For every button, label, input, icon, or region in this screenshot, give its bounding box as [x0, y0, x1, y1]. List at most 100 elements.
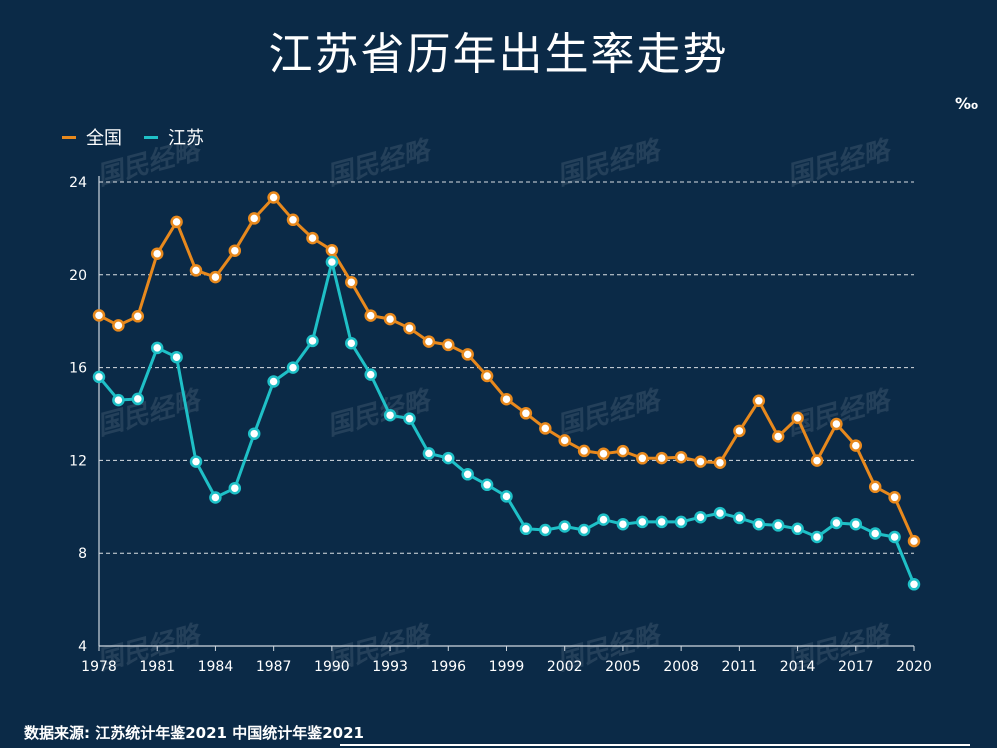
data-point-national [92, 309, 106, 322]
data-point-jiangsu [131, 392, 145, 406]
data-point-jiangsu [480, 478, 494, 492]
x-tick-label: 1987 [256, 659, 292, 675]
data-point-national [752, 394, 766, 408]
data-point-national [286, 213, 300, 227]
data-point-national [616, 444, 630, 458]
watermark-text: 国民经略 [784, 135, 896, 192]
data-point-jiangsu [325, 255, 339, 269]
y-tick-label: 8 [78, 546, 87, 562]
x-tick-label: 1999 [489, 659, 525, 675]
data-point-jiangsu [539, 523, 552, 537]
legend-item-jiangsu: 江苏 [144, 124, 204, 150]
data-point-jiangsu [888, 530, 901, 544]
data-point-jiangsu [849, 517, 863, 531]
x-tick-label: 2005 [605, 659, 641, 675]
data-point-jiangsu [422, 447, 436, 460]
unit-label: ‰ [955, 94, 979, 113]
data-point-national [500, 392, 513, 406]
data-point-jiangsu [655, 515, 668, 529]
data-point-jiangsu [209, 491, 222, 504]
x-tick-label: 1984 [198, 659, 234, 675]
data-point-jiangsu [500, 490, 513, 503]
data-point-jiangsu [907, 578, 921, 591]
x-tick-label: 2017 [838, 659, 874, 675]
data-point-national [364, 309, 377, 322]
data-point-national [189, 264, 203, 277]
data-point-national [597, 447, 610, 460]
data-point-jiangsu [92, 370, 106, 384]
data-point-national [868, 480, 882, 494]
legend-label-national: 全国 [86, 128, 122, 149]
footer-divider [340, 744, 970, 746]
data-point-national [403, 321, 416, 335]
watermark-text: 国民经略 [554, 385, 666, 442]
data-point-jiangsu [247, 427, 261, 440]
watermark-text: 国民经略 [94, 135, 206, 192]
data-point-national [306, 231, 319, 245]
series-line-national [98, 196, 916, 542]
x-tick-label: 2002 [547, 659, 583, 675]
x-tick-label: 1996 [430, 659, 466, 675]
data-point-national [791, 411, 804, 425]
data-point-jiangsu [170, 350, 183, 364]
data-point-national [519, 407, 533, 420]
data-point-national [383, 312, 397, 326]
data-point-national [733, 424, 746, 438]
x-tick-label: 2011 [722, 659, 758, 675]
data-point-jiangsu [810, 530, 824, 544]
legend: 全国 江苏 [62, 124, 204, 150]
data-point-jiangsu [442, 451, 455, 465]
data-point-national [170, 215, 183, 229]
data-point-jiangsu [150, 341, 164, 355]
data-point-national [247, 212, 261, 225]
data-point-jiangsu [713, 506, 727, 520]
y-tick-label: 12 [69, 453, 87, 469]
legend-swatch-jiangsu [144, 135, 158, 139]
data-point-national [131, 310, 145, 323]
x-tick-label: 2014 [780, 659, 816, 675]
data-point-jiangsu [519, 522, 533, 536]
data-point-jiangsu [694, 510, 707, 524]
data-point-jiangsu [112, 393, 125, 407]
x-tick-label: 2008 [663, 659, 699, 675]
data-point-jiangsu [577, 523, 591, 537]
data-point-national [325, 243, 339, 257]
data-point-jiangsu [383, 408, 397, 422]
data-point-jiangsu [403, 412, 416, 425]
data-point-jiangsu [733, 511, 746, 525]
data-point-jiangsu [674, 515, 688, 529]
watermark-text: 国民经略 [324, 135, 436, 192]
data-point-national [830, 417, 843, 431]
data-point-national [577, 444, 591, 458]
data-point-jiangsu [868, 527, 882, 540]
data-point-national [694, 455, 707, 468]
y-tick-label: 24 [69, 175, 87, 191]
data-point-national [112, 319, 125, 332]
x-tick-label: 1981 [139, 659, 175, 675]
data-point-national [267, 191, 280, 204]
data-point-national [655, 451, 668, 465]
data-point-national [345, 275, 358, 289]
legend-label-jiangsu: 江苏 [168, 128, 204, 149]
data-point-jiangsu [791, 522, 804, 536]
data-point-jiangsu [267, 375, 280, 388]
data-point-national [150, 247, 164, 260]
x-tick-label: 1978 [81, 659, 117, 675]
watermark-text: 国民经略 [554, 135, 666, 192]
data-point-national [480, 369, 494, 383]
data-point-national [713, 456, 727, 469]
data-point-national [228, 244, 242, 257]
data-point-jiangsu [597, 513, 610, 526]
legend-swatch-national [62, 135, 76, 139]
data-point-national [209, 270, 222, 284]
data-point-jiangsu [616, 517, 630, 531]
data-point-national [422, 335, 436, 348]
data-point-national [849, 439, 863, 452]
data-point-national [539, 422, 552, 435]
data-point-jiangsu [306, 334, 319, 348]
data-point-jiangsu [189, 455, 203, 468]
y-tick-label: 16 [69, 361, 87, 377]
data-point-national [558, 434, 571, 447]
x-tick-label: 2020 [896, 659, 932, 675]
